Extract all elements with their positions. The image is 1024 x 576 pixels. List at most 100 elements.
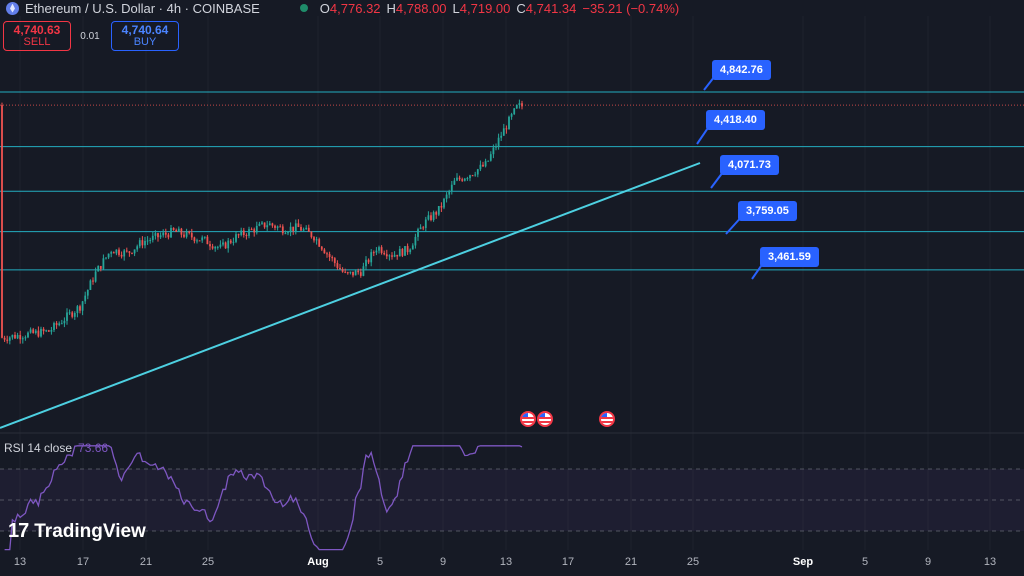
candle-body (99, 266, 102, 269)
candle-body (227, 240, 230, 249)
time-axis[interactable]: 13 17 21 25 Aug 5 9 13 17 21 25 Sep 5 9 … (0, 556, 1024, 574)
candle-body (391, 255, 393, 257)
candle-body (149, 240, 152, 242)
candle-body (203, 236, 206, 238)
candle-body (388, 255, 391, 257)
candle-body (175, 229, 178, 232)
candle-body (55, 323, 58, 326)
candle-body (284, 233, 287, 235)
candle-body (123, 250, 126, 257)
candle-body (185, 231, 188, 237)
symbol-title[interactable]: Ethereum / U.S. Dollar · 4h · COINBASE (25, 0, 260, 16)
candle-body (66, 312, 68, 321)
candle-body (372, 252, 375, 254)
candle-body (1, 105, 3, 338)
buy-button[interactable]: 4,740.64 BUY (111, 21, 179, 51)
candle-body (453, 180, 456, 185)
x-tick: 13 (13, 556, 27, 568)
us-flag-event-icon[interactable] (520, 411, 536, 427)
candle-body (479, 164, 482, 170)
level-label[interactable]: 3,461.59 (760, 247, 819, 267)
candle-body (482, 164, 484, 167)
ohlc-values: O4,776.32 H4,788.00 L4,719.00 C4,741.34 … (319, 0, 680, 16)
candle-body (331, 257, 334, 259)
candle-body (440, 206, 443, 208)
x-tick: 9 (924, 556, 932, 568)
candle-body (211, 246, 214, 249)
candle-body (339, 267, 341, 270)
candle-body (398, 248, 401, 257)
candle-body (318, 239, 321, 247)
x-tick: 25 (686, 556, 700, 568)
candle-body (250, 229, 253, 231)
candle-body (268, 223, 271, 226)
x-tick: Aug (307, 556, 329, 568)
candle-body (432, 212, 435, 221)
candle-body (357, 270, 360, 273)
candle-body (136, 246, 139, 250)
candle-body (229, 240, 232, 243)
candle-body (375, 250, 378, 253)
candle-body (294, 223, 297, 232)
tradingview-logo[interactable]: 17 TradingView (8, 520, 146, 542)
candle-body (445, 194, 448, 199)
candle-body (112, 252, 115, 254)
candle-body (63, 320, 66, 324)
candle-body (151, 235, 154, 241)
candle-body (71, 312, 74, 317)
candle-body (144, 240, 146, 246)
candle-body (500, 135, 503, 138)
level-label[interactable]: 3,759.05 (738, 201, 797, 221)
candle-body (154, 233, 157, 236)
candle-body (34, 330, 37, 334)
candle-body (180, 228, 183, 235)
candle-body (437, 206, 440, 215)
candle-body (240, 230, 243, 235)
x-tick: Sep (792, 556, 814, 568)
candle-body (167, 234, 170, 238)
candle-body (237, 234, 240, 236)
candle-body (164, 232, 167, 235)
candle-body (50, 330, 53, 332)
candle-body (365, 259, 367, 267)
candle-body (336, 263, 339, 268)
rsi-legend[interactable]: RSI 14 close 73.66 (4, 441, 109, 455)
us-flag-event-icon[interactable] (537, 411, 553, 427)
candle-body (326, 253, 328, 255)
candle-body (367, 259, 370, 263)
candle-body (302, 229, 305, 231)
candle-body (487, 160, 490, 162)
candle-body (341, 269, 344, 272)
candle-body (190, 232, 193, 238)
candle-body (435, 212, 438, 215)
candle-body (162, 232, 165, 236)
candle-body (37, 330, 40, 337)
candle-body (110, 252, 113, 254)
x-tick: 21 (624, 556, 638, 568)
candle-body (508, 116, 510, 130)
candle-body (276, 226, 279, 228)
candle-body (14, 334, 16, 339)
candle-body (58, 323, 61, 326)
level-label[interactable]: 4,418.40 (706, 110, 765, 130)
candle-body (297, 223, 300, 227)
candle-body (476, 169, 479, 175)
candle-body (323, 249, 326, 254)
candle-body (89, 280, 92, 290)
candle-body (8, 337, 11, 341)
candle-body (255, 225, 258, 233)
symbol-header: Ethereum / U.S. Dollar · 4h · COINBASE O… (0, 0, 1024, 16)
candle-body (188, 231, 191, 233)
candle-body (235, 234, 237, 242)
ethereum-icon (6, 1, 19, 15)
sell-button[interactable]: 4,740.63 SELL (3, 21, 71, 51)
level-label[interactable]: 4,071.73 (720, 155, 779, 175)
candle-body (271, 223, 274, 226)
candle-body (27, 332, 29, 338)
candle-body (456, 177, 458, 181)
level-label[interactable]: 4,842.76 (712, 60, 771, 80)
candle-body (463, 178, 466, 181)
us-flag-event-icon[interactable] (599, 411, 615, 427)
candle-body (349, 271, 352, 273)
